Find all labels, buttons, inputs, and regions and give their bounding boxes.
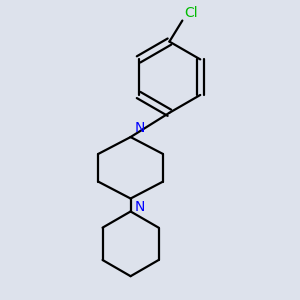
Text: Cl: Cl (184, 6, 198, 20)
Text: N: N (134, 122, 145, 135)
Text: N: N (134, 200, 145, 214)
